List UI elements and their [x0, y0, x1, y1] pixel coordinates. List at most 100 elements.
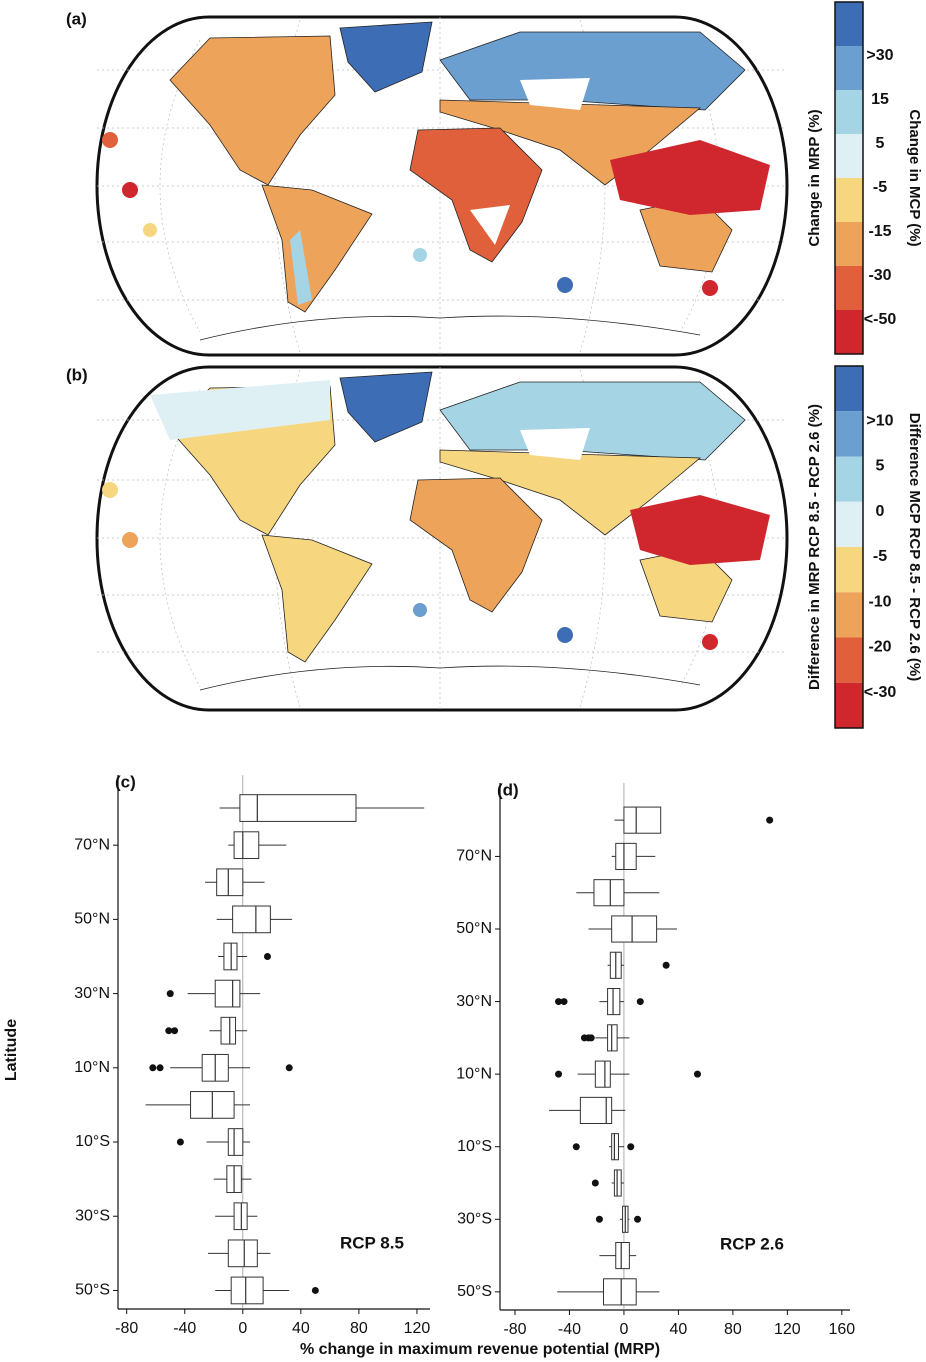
colorbar-label: -15: [868, 223, 891, 240]
box: [579, 1096, 613, 1124]
outlier: [591, 1179, 599, 1187]
box: [227, 1239, 258, 1268]
box: [216, 868, 244, 897]
colorbar-band: [835, 222, 863, 266]
colorbar-frame: [834, 1, 864, 355]
colorbar-label: <-30: [864, 684, 897, 701]
panel-label: (a): [66, 9, 87, 28]
annotation: RCP 2.6: [720, 1234, 784, 1253]
x-tick-label: 40: [292, 1320, 310, 1337]
colorbar-label: >30: [866, 47, 893, 64]
box: [223, 942, 238, 971]
colorbar-band: [835, 501, 863, 547]
x-tick-label: -40: [173, 1320, 196, 1337]
panel-label: (b): [66, 365, 88, 384]
x-tick-label: -80: [115, 1320, 138, 1337]
colorbar-title: Difference in MRP RCP 8.5 - RCP 2.6 (%): [806, 404, 823, 690]
map-a: [95, 15, 789, 357]
x-tick-label: 120: [774, 1321, 801, 1338]
colorbar-label: -5: [873, 548, 887, 565]
colorbar-title: Difference MCP RCP 8.5 - RCP 2.6 (%): [906, 413, 923, 681]
y-tick-label: 10°S: [75, 1133, 110, 1150]
colorbar-band: [835, 178, 863, 222]
y-tick-label: 10°N: [74, 1059, 110, 1076]
y-tick-label: 30°N: [74, 985, 110, 1002]
y-tick-label: 10°N: [456, 1065, 492, 1082]
panel-label: (c): [115, 772, 136, 791]
box: [594, 1060, 611, 1088]
box: [233, 831, 260, 860]
y-tick-label: 50°N: [74, 911, 110, 928]
y-tick-label: 30°S: [457, 1211, 492, 1228]
colorbar-label: -5: [873, 179, 887, 196]
outlier: [572, 1143, 580, 1151]
colorbar-label: -30: [868, 267, 891, 284]
outlier: [560, 998, 568, 1006]
box: [233, 1202, 248, 1231]
colorbar-label: -20: [868, 639, 891, 656]
box: [615, 1242, 630, 1270]
colorbar-band: [835, 547, 863, 593]
y-tick-label: 10°S: [457, 1138, 492, 1155]
outlier: [636, 998, 644, 1006]
outlier: [166, 990, 174, 998]
box: [613, 1169, 622, 1197]
box: [227, 1128, 244, 1156]
colorbar-band: [835, 592, 863, 638]
colorbar-title: Change in MRP (%): [806, 109, 823, 246]
box: [607, 988, 621, 1016]
outlier: [595, 1215, 603, 1223]
box: [220, 1016, 237, 1045]
x-tick-label: 0: [619, 1321, 628, 1338]
x-tick-label: 120: [404, 1320, 431, 1337]
x-axis-label: % change in maximum revenue potential (M…: [300, 1341, 660, 1358]
outlier: [634, 1215, 642, 1223]
colorbar-band: [835, 366, 863, 412]
colorbar-band: [835, 637, 863, 683]
panel-label: (d): [497, 780, 519, 799]
y-tick-label: 70°N: [456, 848, 492, 865]
x-tick-label: 40: [670, 1321, 688, 1338]
colorbar-band: [835, 134, 863, 178]
box: [607, 1024, 618, 1052]
colorbar-band: [835, 46, 863, 90]
outlier: [165, 1027, 173, 1035]
box: [239, 794, 357, 822]
outlier: [311, 1286, 319, 1294]
colorbar-label: 5: [876, 458, 885, 475]
colorbar-label: 15: [871, 91, 889, 108]
colorbar-band: [835, 682, 863, 728]
outlier: [587, 1034, 595, 1042]
box: [611, 1133, 619, 1161]
colorbar-label: 0: [876, 503, 885, 520]
colorbar-band: [835, 411, 863, 457]
box: [603, 1278, 637, 1306]
box: [232, 905, 271, 934]
x-tick-label: 160: [828, 1321, 855, 1338]
y-tick-label: 30°S: [75, 1207, 110, 1224]
colorbar-band: [835, 310, 863, 354]
outlier: [662, 961, 670, 969]
x-tick-label: -80: [503, 1321, 526, 1338]
box: [623, 806, 662, 834]
colorbar-label: >10: [866, 412, 893, 429]
box: [593, 879, 625, 907]
outlier: [176, 1138, 184, 1146]
colorbar-band: [835, 266, 863, 310]
outlier: [693, 1070, 701, 1078]
outlier: [285, 1064, 293, 1072]
outlier: [627, 1143, 635, 1151]
colorbar-label: <-50: [864, 311, 897, 328]
annotation: RCP 8.5: [340, 1233, 404, 1252]
outlier: [555, 1070, 563, 1078]
colorbar-band: [835, 90, 863, 134]
outlier: [766, 816, 774, 824]
box: [615, 842, 637, 870]
y-tick-label: 50°N: [456, 920, 492, 937]
box: [611, 915, 658, 943]
y-tick-label: 50°S: [457, 1283, 492, 1300]
x-tick-label: -40: [558, 1321, 581, 1338]
outlier: [149, 1064, 157, 1072]
x-tick-label: 80: [350, 1320, 368, 1337]
